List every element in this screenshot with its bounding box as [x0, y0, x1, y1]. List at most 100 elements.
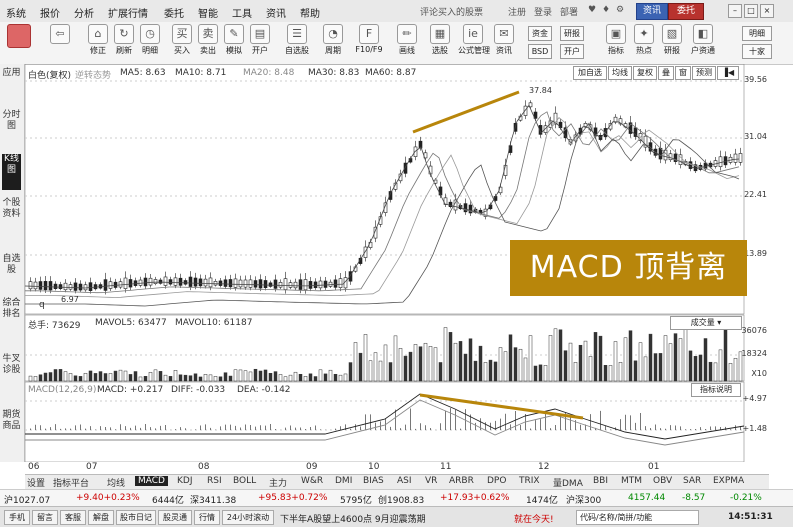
- status-quote-button[interactable]: 行情: [194, 510, 220, 525]
- kline-chart-panel[interactable]: 白色(复权) 逆转态势 MA5: 8.63 MA10: 8.71 MA20: 8…: [25, 64, 769, 462]
- sh-index[interactable]: 沪1027.07: [4, 496, 51, 506]
- tab-expma[interactable]: EXPMA: [713, 476, 745, 486]
- tab-kdj[interactable]: KDJ: [177, 476, 193, 486]
- toolbar-btn-watchlist[interactable]: ☰ 自选股: [282, 24, 312, 56]
- indicator-help-button[interactable]: 指标说明: [691, 383, 741, 397]
- hs300-index[interactable]: 沪深300: [566, 496, 602, 506]
- sidebar-item-watchlist[interactable]: 自选股: [2, 254, 21, 275]
- toolbar-btn-hot[interactable]: ✦ 热点: [632, 24, 656, 56]
- overlay-button[interactable]: 叠: [658, 66, 674, 80]
- menu-analysis[interactable]: 分析: [74, 9, 94, 20]
- toolbar-small-detail[interactable]: 明细: [742, 26, 772, 41]
- sidebar-item-ranking[interactable]: 综合排名: [2, 298, 21, 319]
- sidebar-item-kline[interactable]: K线图: [2, 154, 21, 190]
- menu-tools[interactable]: 工具: [232, 9, 252, 20]
- volume-select[interactable]: 成交量 ▾: [670, 316, 742, 330]
- skin-icon[interactable]: ♦: [602, 5, 611, 15]
- tab-dma[interactable]: 量DMA: [553, 479, 583, 489]
- tab-asi[interactable]: ASI: [397, 476, 412, 486]
- toolbar-btn-buy[interactable]: 买买入: [170, 24, 194, 56]
- toolbar-btn-screener[interactable]: ▦ 选股: [428, 24, 452, 56]
- toolbar-btn-open[interactable]: ▤ 开户: [248, 24, 272, 56]
- toolbar-btn-news[interactable]: ✉ 资讯: [492, 24, 516, 56]
- toolbar-btn-sim[interactable]: ✎ 模拟: [222, 24, 246, 56]
- menu-smart[interactable]: 智能: [198, 9, 218, 20]
- tab-ma[interactable]: 均线: [107, 479, 126, 489]
- toolbar-btn-refresh[interactable]: ↻ 刷新: [112, 24, 136, 56]
- minimize-icon[interactable]: –: [728, 4, 742, 18]
- maximize-icon[interactable]: □: [744, 4, 758, 18]
- status-analysis-button[interactable]: 解盘: [88, 510, 114, 525]
- status-rolling-button[interactable]: 24小时滚动: [222, 510, 274, 525]
- status-stock-button[interactable]: 股灵通: [158, 510, 192, 525]
- back-button[interactable]: ⇦: [48, 24, 72, 44]
- register-link[interactable]: 注册: [508, 8, 527, 18]
- window-button[interactable]: 窗: [675, 66, 691, 80]
- stock-search-input[interactable]: 代码/名称/简拼/功能: [576, 510, 699, 525]
- toolbar-small-report[interactable]: 研报: [560, 26, 584, 41]
- promo-hint[interactable]: 就在今天!: [514, 515, 554, 525]
- sidebar-item-profile[interactable]: 个股资料: [2, 198, 21, 219]
- tab-rsi[interactable]: RSI: [207, 476, 222, 486]
- tab-obv[interactable]: OBV: [653, 476, 673, 486]
- tab-platform[interactable]: 指标平台: [53, 479, 90, 489]
- toolbar-btn-research[interactable]: ▧ 研报: [660, 24, 684, 56]
- tab-vr[interactable]: VR: [425, 476, 438, 486]
- tab-macd[interactable]: MACD: [135, 476, 168, 486]
- toolbar-small-fund[interactable]: 资金: [528, 26, 552, 41]
- tab-dmi[interactable]: DMI: [335, 476, 353, 486]
- toolbar-btn-clock[interactable]: ◷ 明细: [138, 24, 162, 56]
- menu-help[interactable]: 帮助: [300, 9, 320, 20]
- tab-trix[interactable]: TRIX: [519, 476, 540, 486]
- tab-mtm[interactable]: MTM: [621, 476, 643, 486]
- tab-bbi[interactable]: BBI: [593, 476, 609, 486]
- menu-extended[interactable]: 扩展行情: [108, 9, 148, 20]
- menu-quote[interactable]: 报价: [40, 9, 60, 20]
- news-button[interactable]: 资讯: [636, 3, 668, 20]
- status-message-button[interactable]: 留言: [32, 510, 58, 525]
- toolbar-btn-fix[interactable]: ⌂ 修正: [86, 24, 110, 56]
- trade-button[interactable]: 委托: [668, 3, 704, 20]
- toolbar-small-ten[interactable]: 十家: [742, 44, 772, 59]
- toolbar-btn-f10[interactable]: F F10/F9: [352, 24, 386, 54]
- favorite-icon[interactable]: ♥: [588, 5, 597, 15]
- toolbar-btn-draw[interactable]: ✏ 画线: [392, 24, 422, 56]
- add-watchlist-button[interactable]: 加自选: [573, 66, 607, 80]
- status-service-button[interactable]: 客服: [60, 510, 86, 525]
- toolbar-small-bsd[interactable]: BSD: [528, 44, 552, 59]
- deploy-link[interactable]: 部署: [560, 8, 579, 18]
- cy-index[interactable]: 创1908.83: [378, 496, 425, 506]
- sidebar-item-intraday[interactable]: 分时图: [2, 110, 21, 131]
- sz-index[interactable]: 深3411.38: [190, 496, 237, 506]
- menu-news[interactable]: 资讯: [266, 9, 286, 20]
- toolbar-btn-huzitong[interactable]: ◧ 户资通: [688, 24, 718, 56]
- ma-button[interactable]: 均线: [608, 66, 632, 80]
- login-link[interactable]: 登录: [534, 8, 553, 18]
- sidebar-item-futures[interactable]: 期货商品: [2, 410, 21, 431]
- close-icon[interactable]: ×: [760, 4, 774, 18]
- sidebar-item-app[interactable]: 应用: [2, 68, 21, 78]
- sidebar-item-diagnosis[interactable]: 牛叉诊股: [2, 354, 21, 375]
- tab-main[interactable]: 主力: [269, 479, 288, 489]
- forecast-button[interactable]: 预测: [692, 66, 716, 80]
- adjust-button[interactable]: 复权: [633, 66, 657, 80]
- toolbar-btn-formula[interactable]: ie 公式管理: [458, 24, 490, 56]
- tab-sar[interactable]: SAR: [683, 476, 702, 486]
- toolbar-btn-indicator[interactable]: ▣ 指标: [604, 24, 628, 56]
- settings-icon[interactable]: ⚙: [616, 5, 625, 15]
- tab-settings[interactable]: 设置: [27, 479, 46, 489]
- toolbar-btn-sell[interactable]: 卖卖出: [196, 24, 220, 56]
- status-mobile-button[interactable]: 手机: [4, 510, 30, 525]
- kline-chart-svg[interactable]: [25, 64, 769, 462]
- tab-boll[interactable]: BOLL: [233, 476, 257, 486]
- news-ticker[interactable]: 下半年A股望上4600点 9月迎震荡期: [280, 515, 426, 525]
- toolbar-btn-period[interactable]: ◔ 周期: [318, 24, 348, 56]
- tab-wr[interactable]: W&R: [301, 476, 324, 486]
- scroll-left-icon[interactable]: ▐◀: [717, 66, 739, 80]
- tab-bias[interactable]: BIAS: [363, 476, 384, 486]
- tab-arbr[interactable]: ARBR: [449, 476, 474, 486]
- tab-dpo[interactable]: DPO: [487, 476, 507, 486]
- toolbar-small-open[interactable]: 开户: [560, 44, 584, 59]
- status-diary-button[interactable]: 股市日记: [116, 510, 156, 525]
- menu-trade[interactable]: 委托: [164, 9, 184, 20]
